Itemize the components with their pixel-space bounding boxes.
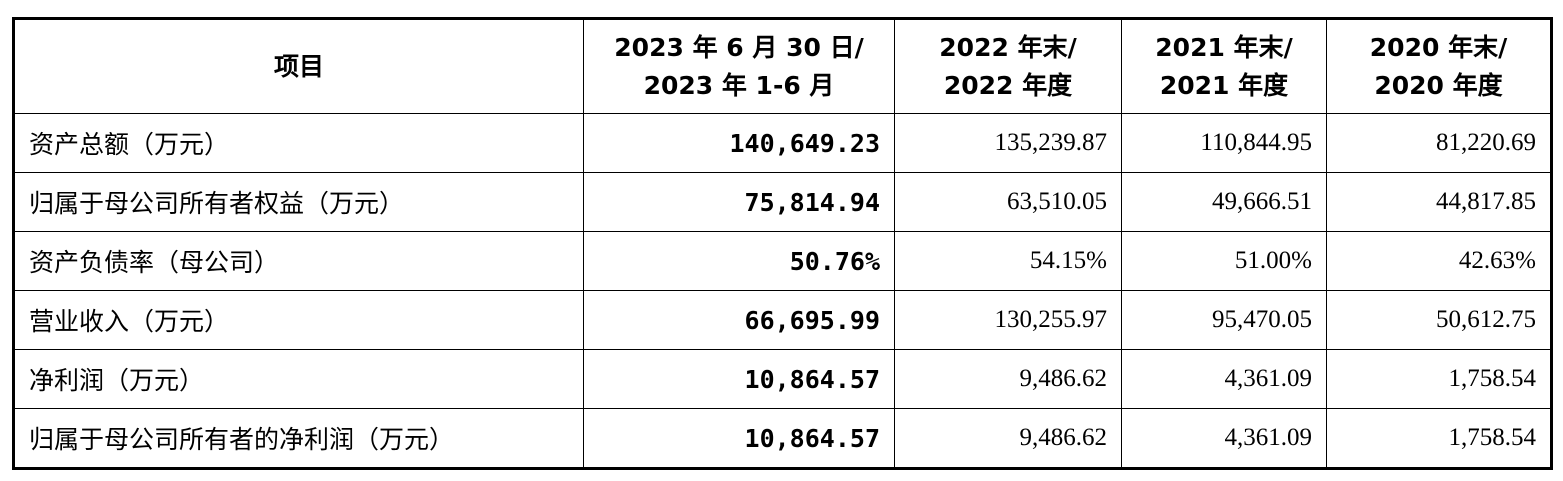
cell-value: 9,486.62 — [894, 408, 1122, 469]
financial-table: 项目 2023 年 6 月 30 日/2023 年 1-6 月 2022 年末/20… — [12, 17, 1553, 470]
cell-value: 110,844.95 — [1121, 113, 1327, 173]
header-line: 2020 年末/ — [1369, 32, 1508, 62]
header-cell: 2020 年末/2020 年度 — [1326, 18, 1552, 114]
table-row: 净利润（万元） 10,864.57 9,486.62 4,361.09 1,758.54 — [13, 349, 1552, 409]
table-body: 资产总额（万元） 140,649.23 135,239.87 110,844.95 81… — [13, 113, 1552, 469]
cell-value: 49,666.51 — [1121, 172, 1327, 232]
table-row: 归属于母公司所有者的净利润（万元） 10,864.57 9,486.62 4,361.… — [13, 408, 1552, 469]
header-line: 2023 年 1-6 月 — [643, 70, 835, 100]
header-line: 2021 年度 — [1159, 70, 1289, 100]
cell-value: 81,220.69 — [1326, 113, 1552, 173]
cell-value: 135,239.87 — [894, 113, 1122, 173]
header-cell: 2021 年末/2021 年度 — [1121, 18, 1327, 114]
header-cell: 2023 年 6 月 30 日/2023 年 1-6 月 — [583, 18, 895, 114]
cell-value: 50.76% — [583, 231, 895, 291]
table-row: 资产总额（万元） 140,649.23 135,239.87 110,844.95 81… — [13, 113, 1552, 173]
cell-value: 42.63% — [1326, 231, 1552, 291]
cell-value: 4,361.09 — [1121, 349, 1327, 409]
cell-value: 75,814.94 — [583, 172, 895, 232]
cell-value: 9,486.62 — [894, 349, 1122, 409]
header-line: 2020 年度 — [1374, 70, 1503, 100]
header-line: 2021 年末/ — [1155, 32, 1293, 62]
cell-value: 140,649.23 — [583, 113, 895, 173]
cell-value: 1,758.54 — [1326, 349, 1552, 409]
cell-value: 66,695.99 — [583, 290, 895, 350]
cell-value: 10,864.57 — [583, 408, 895, 469]
header-line: 2022 年末/ — [939, 32, 1077, 62]
row-label: 净利润（万元） — [13, 349, 584, 409]
cell-value: 10,864.57 — [583, 349, 895, 409]
cell-value: 63,510.05 — [894, 172, 1122, 232]
header-line: 2022 年度 — [943, 70, 1073, 100]
cell-value: 95,470.05 — [1121, 290, 1327, 350]
row-label: 归属于母公司所有者的净利润（万元） — [13, 408, 584, 469]
header-cell: 项目 — [13, 18, 584, 114]
cell-value: 44,817.85 — [1326, 172, 1552, 232]
header-row: 项目 2023 年 6 月 30 日/2023 年 1-6 月 2022 年末/20… — [13, 18, 1552, 114]
row-label: 资产负债率（母公司） — [13, 231, 584, 291]
header-cell: 2022 年末/2022 年度 — [894, 18, 1122, 114]
table-row: 营业收入（万元） 66,695.99 130,255.97 95,470.05 50,6… — [13, 290, 1552, 350]
row-label: 资产总额（万元） — [13, 113, 584, 173]
row-label: 营业收入（万元） — [13, 290, 584, 350]
row-label: 归属于母公司所有者权益（万元） — [13, 172, 584, 232]
table-row: 资产负债率（母公司） 50.76% 54.15% 51.00% 42.63% — [13, 231, 1552, 291]
cell-value: 1,758.54 — [1326, 408, 1552, 469]
header-line: 项目 — [273, 51, 324, 81]
header-line: 2023 年 6 月 30 日/ — [614, 32, 864, 62]
cell-value: 130,255.97 — [894, 290, 1122, 350]
cell-value: 50,612.75 — [1326, 290, 1552, 350]
cell-value: 54.15% — [894, 231, 1122, 291]
table-row: 归属于母公司所有者权益（万元） 75,814.94 63,510.05 49,666.… — [13, 172, 1552, 232]
cell-value: 4,361.09 — [1121, 408, 1327, 469]
cell-value: 51.00% — [1121, 231, 1327, 291]
